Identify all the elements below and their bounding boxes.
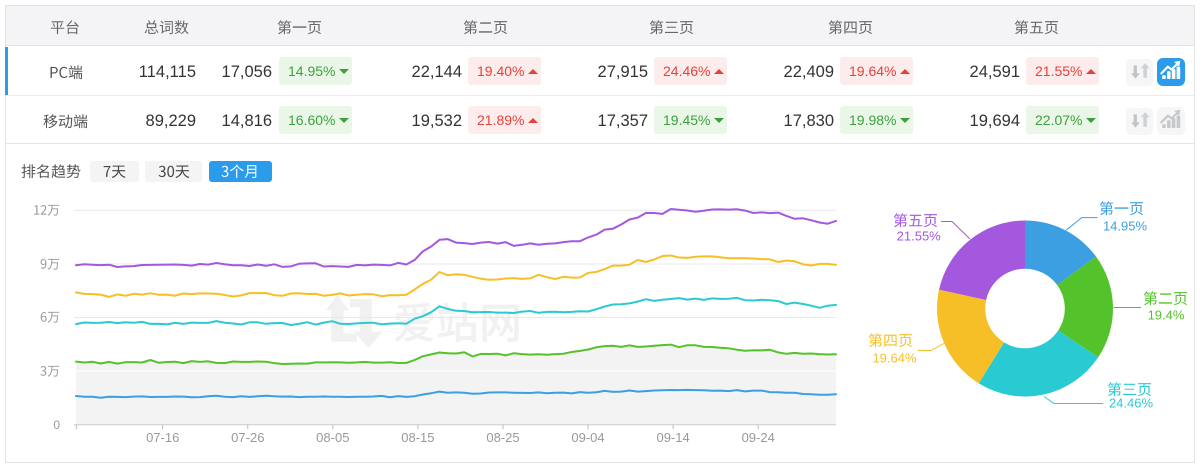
svg-text:24.46%: 24.46% xyxy=(1109,396,1154,411)
svg-text:19.4%: 19.4% xyxy=(1148,308,1185,323)
svg-text:09-04: 09-04 xyxy=(571,430,604,445)
svg-text:09-24: 09-24 xyxy=(742,430,775,445)
svg-text:19.64%: 19.64% xyxy=(872,351,917,366)
svg-text:07-16: 07-16 xyxy=(146,430,179,445)
svg-text:08-25: 08-25 xyxy=(486,430,519,445)
svg-text:08-15: 08-15 xyxy=(401,430,434,445)
svg-text:14.95%: 14.95% xyxy=(1103,219,1148,234)
svg-text:08-05: 08-05 xyxy=(316,430,349,445)
svg-text:0: 0 xyxy=(53,418,60,432)
svg-text:07-26: 07-26 xyxy=(231,430,264,445)
svg-text:09-14: 09-14 xyxy=(656,430,689,445)
svg-text:21.55%: 21.55% xyxy=(897,229,942,244)
